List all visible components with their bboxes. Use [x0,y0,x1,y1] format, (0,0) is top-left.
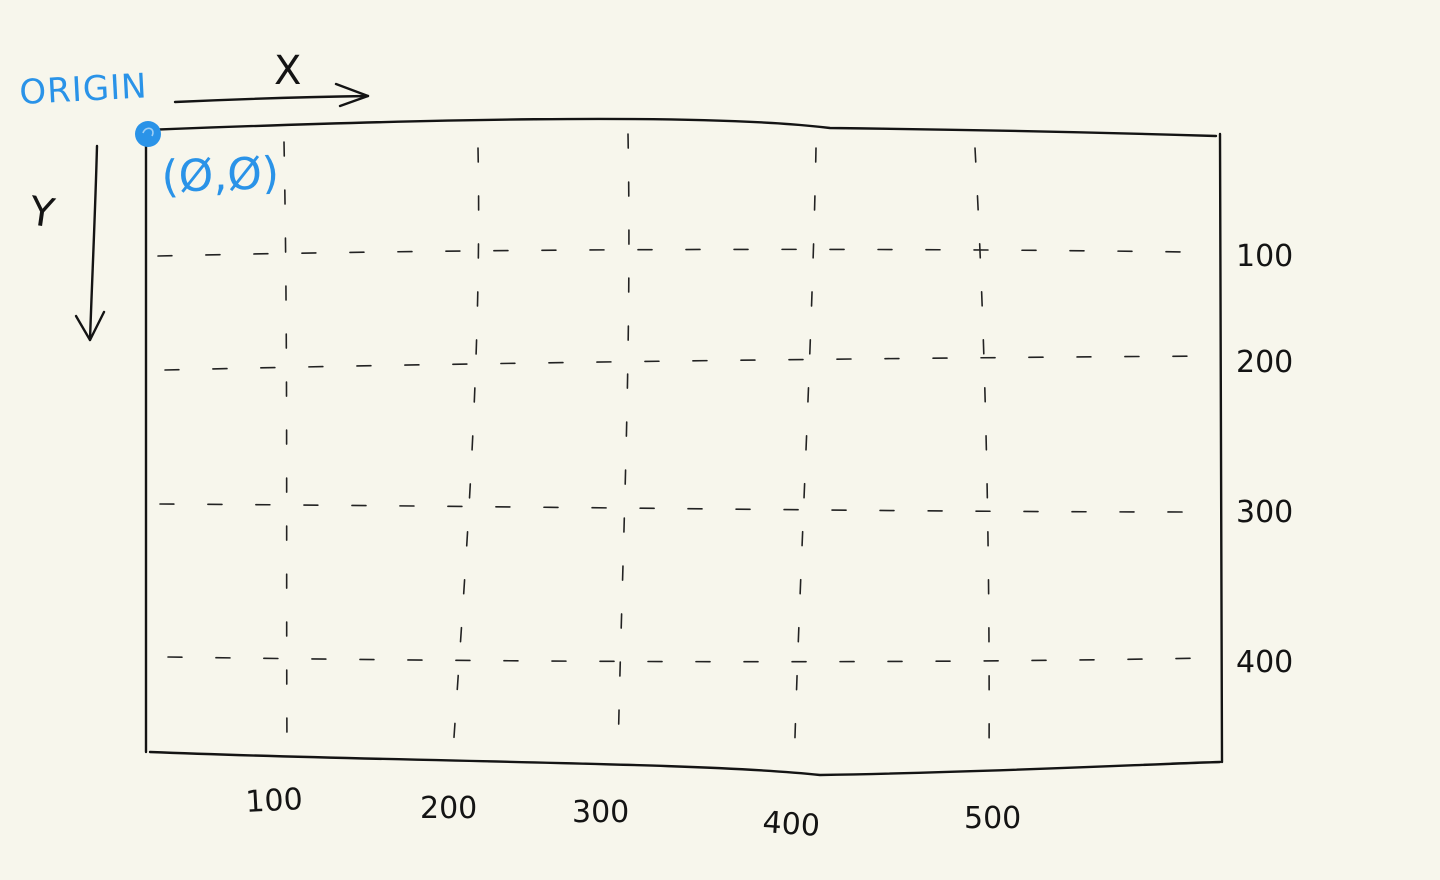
origin-coordinates: (Ø,Ø) [161,148,280,203]
x-tick-label-200: 200 [420,791,477,826]
x-tick-label-400: 400 [761,805,821,844]
grid-line-y-400 [167,656,1205,663]
y-axis-label: Y [26,188,58,237]
grid-line-y-200 [164,355,1215,371]
grid-line-x-300 [617,133,630,757]
origin-marker [135,121,161,147]
origin-label: ORIGIN [18,66,148,113]
grid-line-x-200 [452,147,480,753]
y-tick-label-400: 400 [1236,645,1293,680]
y-axis-arrow [74,144,106,342]
frame-top-edge [144,117,1218,138]
x-tick-label-300: 300 [572,795,629,830]
grid-line-y-300 [159,503,1197,513]
x-axis-arrow [173,82,370,108]
y-tick-label-300: 300 [1236,495,1293,530]
grid-line-x-400 [793,147,817,771]
x-tick-label-100: 100 [245,782,304,820]
x-tick-label-500: 500 [964,801,1021,836]
frame-bottom-edge [148,750,1222,777]
y-tick-label-100: 100 [1236,239,1293,274]
y-tick-label-200: 200 [1236,345,1293,380]
grid-lines [157,133,1215,771]
x-axis-label: X [274,48,301,94]
frame [144,117,1224,777]
grid-line-x-500 [974,147,990,769]
grid-line-y-100 [157,248,1189,257]
grid-line-x-100 [283,141,288,749]
frame-right-edge [1218,132,1224,764]
